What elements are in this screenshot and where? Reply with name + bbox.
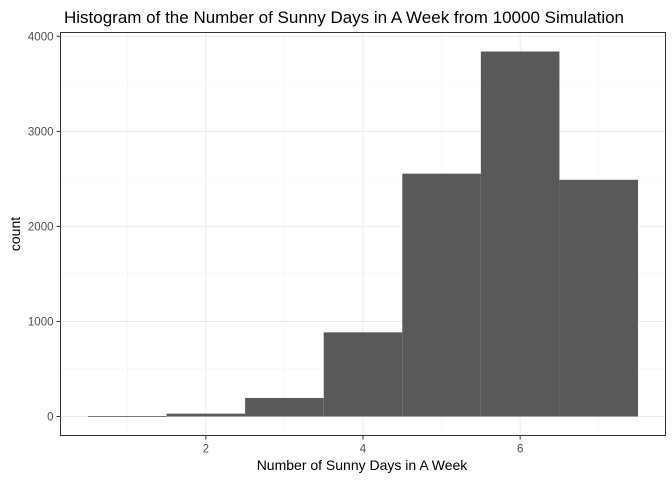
histogram-bars	[88, 51, 638, 417]
histogram-bar-6	[480, 51, 560, 417]
y-tick-label: 1000	[28, 316, 54, 328]
x-tick-label: 2	[203, 444, 209, 456]
x-tick-label: 4	[360, 444, 367, 456]
histogram-bar-2	[166, 413, 246, 417]
histogram-bar-3	[245, 397, 324, 417]
y-tick-label: 0	[47, 411, 53, 423]
y-axis-title: count	[7, 217, 23, 251]
chart-title: Histogram of the Number of Sunny Days in…	[64, 8, 624, 27]
y-tick-label: 2000	[28, 221, 54, 233]
x-axis-ticks: 2 4 6	[203, 435, 523, 456]
x-tick-label: 6	[517, 444, 523, 456]
histogram-bar-5	[402, 173, 481, 417]
x-axis-title: Number of Sunny Days in A Week	[257, 457, 469, 473]
y-tick-label: 3000	[28, 126, 54, 138]
histogram-bar-1	[88, 416, 167, 417]
y-tick-label: 4000	[28, 31, 54, 43]
histogram-bar-7	[559, 179, 638, 417]
y-axis-ticks: 0 1000 2000 3000 4000	[28, 31, 61, 423]
histogram-bar-4	[323, 332, 403, 417]
